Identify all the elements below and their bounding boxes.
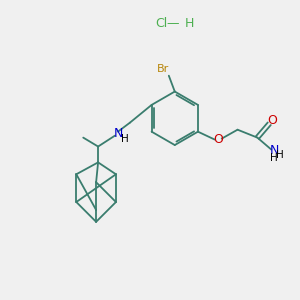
Text: H: H (185, 17, 194, 30)
Text: O: O (213, 133, 223, 146)
Text: H: H (270, 153, 278, 164)
Text: N: N (269, 144, 279, 157)
Text: H: H (121, 134, 129, 144)
Text: H: H (276, 150, 284, 161)
Text: Cl: Cl (155, 17, 167, 30)
Text: —: — (167, 17, 179, 30)
Text: O: O (267, 114, 277, 127)
Text: N: N (114, 127, 124, 140)
Text: Br: Br (157, 64, 169, 74)
